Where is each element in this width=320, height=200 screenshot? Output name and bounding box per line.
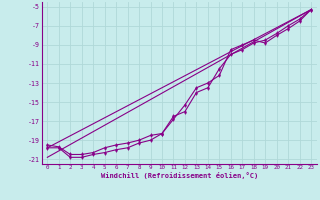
X-axis label: Windchill (Refroidissement éolien,°C): Windchill (Refroidissement éolien,°C) <box>100 172 258 179</box>
